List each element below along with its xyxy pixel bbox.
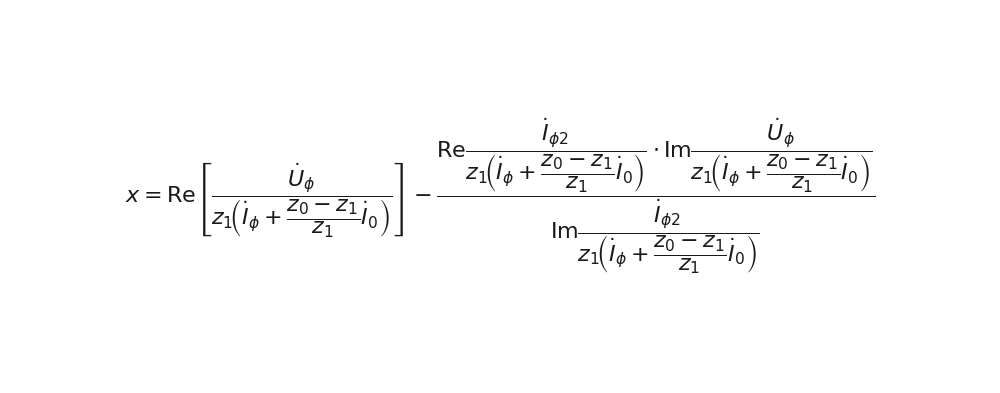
Text: $x = \mathrm{Re}\left[\dfrac{\dot{U}_{\phi}}{z_1\!\left(\dot{I}_{\phi}+\dfrac{z_: $x = \mathrm{Re}\left[\dfrac{\dot{U}_{\p… (125, 117, 875, 276)
